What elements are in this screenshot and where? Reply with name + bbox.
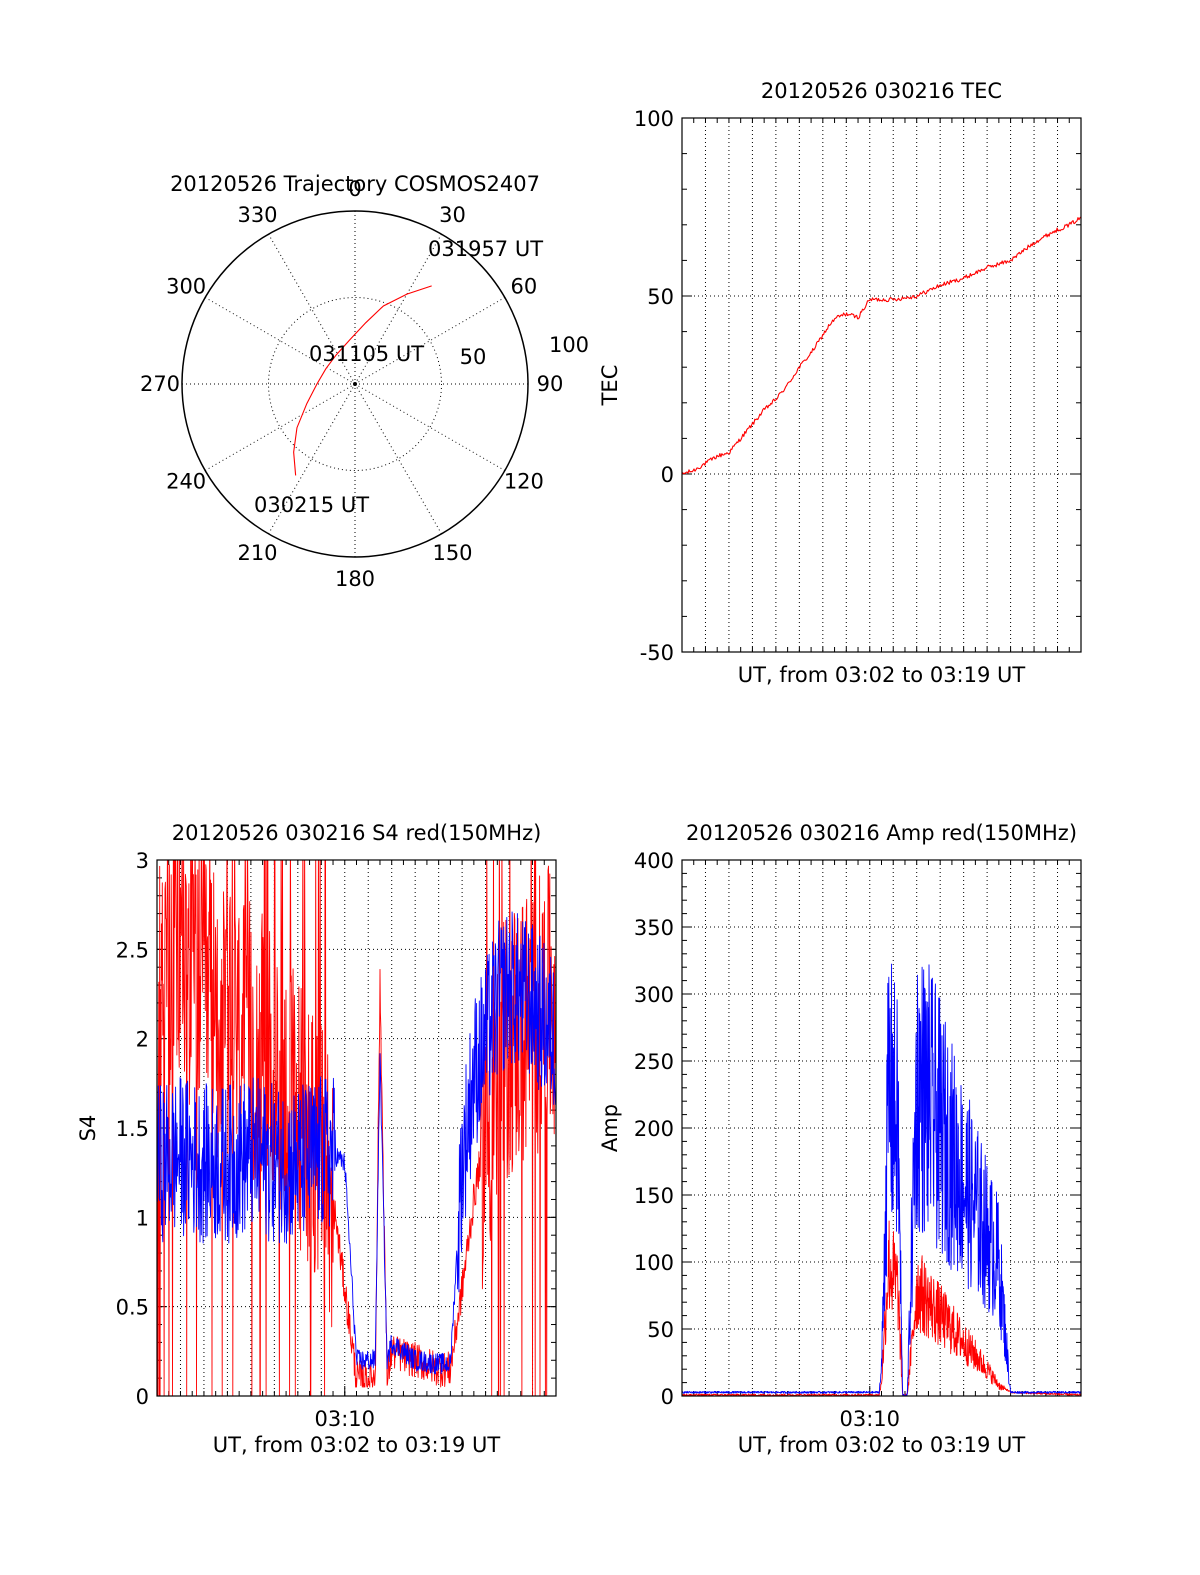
y-tick-label: 50 [647, 285, 674, 309]
polar-angle-label: 210 [237, 541, 277, 565]
polar-spoke [268, 383, 356, 535]
y-tick-label: 150 [634, 1184, 674, 1208]
plot-area [682, 216, 1081, 475]
polar-spoke [354, 383, 442, 535]
polar-angle-label: 150 [432, 541, 472, 565]
polar-angle-label: 330 [237, 203, 277, 227]
plot-area [682, 963, 1081, 1396]
polar-spoke [354, 297, 506, 385]
polar-angle-label: 270 [140, 372, 180, 396]
x-tick-label: 03:10 [314, 1407, 375, 1431]
polar-angle-label: 300 [166, 275, 206, 299]
panel-1: 20120526 030216 TEC 100 50 0 -50 UT, from 03:… [598, 79, 1082, 687]
polar-angle-label: 240 [166, 470, 206, 494]
panel-title: 20120526 030216 TEC [761, 79, 1002, 103]
polar-annotation: 030215 UT [254, 493, 369, 517]
polar-title: 20120526 Trajectory COSMOS2407 [170, 172, 540, 196]
series-1-line [157, 911, 556, 1375]
panel-title: 20120526 030216 Amp red(150MHz) [686, 821, 1077, 845]
x-axis-label: UT, from 03:02 to 03:19 UT [213, 1433, 501, 1457]
y-tick-label: -50 [640, 641, 674, 665]
polar-angle-label: 0 [348, 177, 361, 201]
polar-angle-label: 120 [504, 470, 544, 494]
y-axis-label: Amp [598, 1104, 622, 1152]
x-tick-label: 03:10 [839, 1407, 900, 1431]
y-tick-label: 0 [661, 463, 674, 487]
polar-angle-label: 90 [537, 372, 564, 396]
y-tick-label: 300 [634, 983, 674, 1007]
y-tick-label: 0 [136, 1385, 149, 1409]
y-tick-label: 400 [634, 849, 674, 873]
polar-center-dot [353, 382, 357, 386]
polar-annotation: 031957 UT [428, 237, 543, 261]
y-tick-label: 3 [136, 849, 149, 873]
series-0-line [157, 860, 556, 1396]
polar-grid-circle-50 [268, 297, 442, 471]
plot-frame [681, 859, 1082, 1397]
plot-area [157, 860, 556, 1396]
y-tick-label: 250 [634, 1050, 674, 1074]
polar-spoke [354, 233, 442, 385]
panel-title: 20120526 030216 S4 red(150MHz) [172, 821, 542, 845]
y-tick-label: 2.5 [116, 938, 149, 962]
y-tick-label: 1.5 [116, 1117, 149, 1141]
polar-trajectory-line [293, 285, 432, 476]
y-tick-label: 2 [136, 1028, 149, 1052]
polar-annotation: 031105 UT [309, 342, 424, 366]
y-tick-label: 350 [634, 916, 674, 940]
y-axis-label: S4 [76, 1115, 100, 1142]
x-axis-label: UT, from 03:02 to 03:19 UT [738, 1433, 1026, 1457]
polar-spoke [204, 383, 356, 471]
polar-spoke [354, 383, 506, 471]
y-tick-label: 1 [136, 1206, 149, 1230]
series-0-line [682, 216, 1081, 475]
polar-spoke [268, 233, 356, 385]
polar-angle-label: 30 [439, 203, 466, 227]
panel-3: 20120526 030216 Amp red(150MHz) 400 350 300… [598, 821, 1082, 1457]
polar-radius-label: 50 [460, 345, 487, 369]
polar-spoke [204, 297, 356, 385]
y-tick-label: 100 [634, 107, 674, 131]
y-tick-label: 0.5 [116, 1296, 149, 1320]
polar-radius-label: 100 [549, 333, 589, 357]
x-axis-label: UT, from 03:02 to 03:19 UT [738, 663, 1026, 687]
plot-frame [156, 859, 557, 1397]
y-tick-label: 50 [647, 1318, 674, 1342]
polar-angle-label: 180 [335, 567, 375, 591]
plot-frame [681, 117, 1082, 653]
y-axis-label: TEC [598, 365, 622, 407]
polar-angle-label: 60 [511, 275, 538, 299]
panel-2: 20120526 030216 S4 red(150MHz) 3 2.5 2 1.5 1 0… [76, 821, 557, 1457]
y-tick-label: 0 [661, 1385, 674, 1409]
y-tick-label: 200 [634, 1117, 674, 1141]
y-tick-label: 100 [634, 1251, 674, 1275]
series-1-line [682, 963, 1081, 1396]
